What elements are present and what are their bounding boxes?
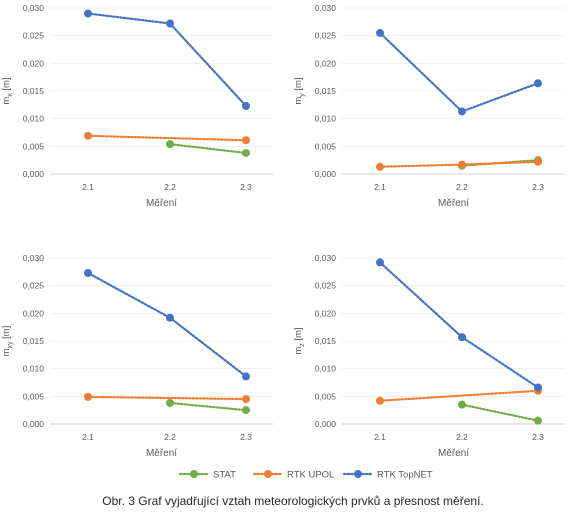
y-tick-label: 0,025 [315,281,337,291]
x-tick-label: 2.1 [82,432,94,442]
data-point-stat [242,148,250,157]
data-point-rtk-topnet [534,383,542,392]
series-line-rtk-upol [378,389,540,402]
y-tick-label: 0,000 [23,419,45,429]
y-tick-label: 0,015 [315,336,337,346]
y-axis-title: my [m] [293,77,306,104]
data-point-rtk-upol [534,157,542,166]
data-point-stat [458,400,466,409]
chart-panel-4: 0,000 0,005 0,010 0,015 0,020 0,025 0,030 2.1 2.… [293,253,565,459]
series-line-rtk-upol [86,395,248,401]
x-tick-label: 2.2 [164,432,176,442]
series-line-rtk-topnet [86,271,248,378]
legend-label: RTK TopNET [377,470,433,481]
x-tick-label: 2.1 [374,182,386,192]
legend: STAT RTK UPOL RTK TopNET [178,470,433,481]
y-tick-label: 0,000 [23,169,45,179]
y-tick-label: 0,015 [315,86,337,96]
data-point-rtk-topnet [242,372,250,381]
y-tick-label: 0,020 [23,58,45,68]
x-tick-label: 2.3 [240,432,252,442]
y-tick-label: 0,025 [23,31,45,41]
x-tick-label: 2.3 [532,182,544,192]
x-tick-label: 2.2 [456,432,468,442]
x-tick-label: 2.3 [240,182,252,192]
x-axis-title: Měření [438,448,469,459]
y-tick-label: 0,010 [23,364,45,374]
data-point-rtk-topnet [534,79,542,88]
data-point-rtk-upol [242,395,250,404]
x-tick-label: 2.1 [374,432,386,442]
y-tick-label: 0,005 [23,141,45,151]
data-point-rtk-upol [458,160,466,169]
y-tick-label: 0,030 [23,3,45,13]
series-line-stat [168,401,248,412]
chart-panel-2: 0,000 0,005 0,010 0,015 0,020 0,025 0,030 2.1 2.… [293,3,565,209]
y-tick-label: 0,010 [315,114,337,124]
series-line-stat [460,403,540,422]
series-line-rtk-topnet [86,12,248,108]
data-point-rtk-upol [242,136,250,145]
y-tick-label: 0,010 [23,114,45,124]
data-point-rtk-upol [376,162,384,171]
data-point-rtk-topnet [166,19,174,28]
y-tick-label: 0,020 [315,58,337,68]
data-point-rtk-topnet [84,9,92,18]
data-point-stat [242,406,250,415]
series-line-rtk-topnet [378,31,540,113]
y-axis-title: mxy [m] [1,326,14,357]
y-tick-label: 0,025 [23,281,45,291]
data-point-rtk-topnet [458,333,466,342]
data-point-rtk-topnet [458,107,466,116]
figure-caption: Obr. 3 Graf vyjadřující vztah meteorolog… [102,494,484,508]
y-tick-label: 0,030 [315,3,337,13]
data-point-rtk-topnet [84,268,92,277]
y-tick-label: 0,000 [315,169,337,179]
data-point-stat [534,416,542,425]
chart-panel-3: 0,000 0,005 0,010 0,015 0,020 0,025 0,030 2.1 2.… [1,253,273,459]
data-point-rtk-upol [84,131,92,140]
y-axis-title: mx [m] [1,77,14,104]
y-tick-label: 0,015 [23,86,45,96]
legend-marker [264,470,272,478]
y-tick-label: 0,020 [23,308,45,318]
data-point-rtk-topnet [166,313,174,322]
charts-canvas: 0,000 0,005 0,010 0,015 0,020 0,025 0,030 2.1 2.… [1,3,565,481]
data-point-rtk-upol [84,392,92,401]
series-line-rtk-upol [86,134,248,142]
y-axis-title: mz [m] [293,327,306,354]
y-tick-label: 0,020 [315,308,337,318]
legend-label: STAT [213,470,236,481]
y-tick-label: 0,005 [315,391,337,401]
data-point-rtk-upol [376,396,384,405]
legend-label: RTK UPOL [287,470,334,481]
series-line-stat [168,143,248,155]
y-tick-label: 0,005 [315,141,337,151]
x-axis-title: Měření [438,198,469,209]
data-point-stat [166,398,174,407]
legend-marker [190,470,198,478]
x-tick-label: 2.2 [164,182,176,192]
x-tick-label: 2.1 [82,182,94,192]
chart-panel-1: 0,000 0,005 0,010 0,015 0,020 0,025 0,030 2.1 2.… [1,3,273,209]
y-tick-label: 0,030 [23,253,45,263]
data-point-rtk-topnet [376,258,384,267]
data-point-stat [166,140,174,149]
y-tick-label: 0,025 [315,31,337,41]
x-tick-label: 2.2 [456,182,468,192]
y-tick-label: 0,015 [23,336,45,346]
y-tick-label: 0,005 [23,391,45,401]
data-point-rtk-topnet [242,101,250,110]
y-tick-label: 0,030 [315,253,337,263]
x-tick-label: 2.3 [532,432,544,442]
x-axis-title: Měření [146,448,177,459]
legend-marker [354,470,362,478]
data-point-rtk-topnet [376,28,384,37]
y-tick-label: 0,010 [315,364,337,374]
x-axis-title: Měření [146,198,177,209]
y-tick-label: 0,000 [315,419,337,429]
